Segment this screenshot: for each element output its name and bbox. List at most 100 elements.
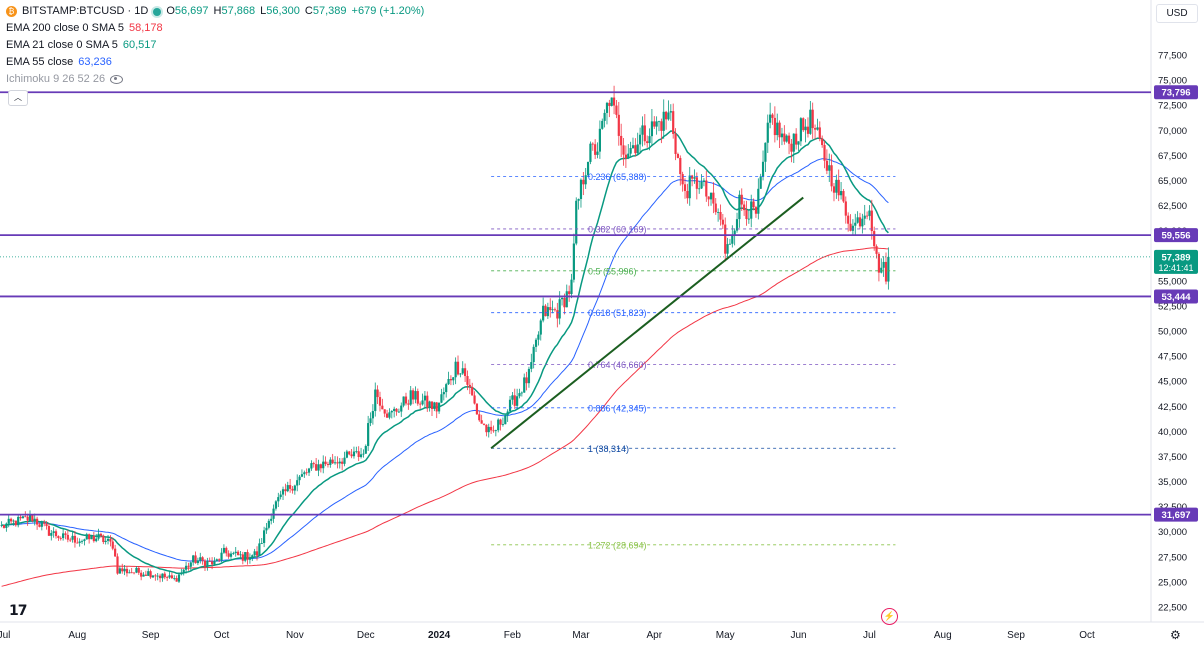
candle-body [702,180,706,182]
candle-body [414,391,417,400]
candle-body [274,501,278,509]
candle-body [182,569,185,573]
candle-body [740,194,743,205]
candle-body [799,118,802,142]
candle-body [19,516,22,519]
candle-body [180,572,183,575]
candle-body [303,472,306,475]
candle-body [783,133,786,142]
candle-body [475,403,479,415]
candle-body [227,553,230,557]
candle-body [636,144,639,154]
y-tick-label: 40,000 [1158,427,1187,438]
candle-body [447,379,450,385]
candle-body [433,402,436,409]
candle-body [196,560,199,564]
candle-body [161,573,164,579]
indicator-ema21[interactable]: EMA 21 close 0 SMA 5 60,517 [6,37,424,54]
gear-icon[interactable]: ⚙ [1170,628,1181,642]
candle-body [326,464,330,465]
candle-body [175,578,178,582]
candle-body [887,256,890,282]
candle-body [97,533,100,539]
candle-body [76,542,79,544]
collapse-legend-button[interactable]: ︿ [8,90,28,106]
candle-body [24,516,27,518]
y-tick-label: 32,500 [1158,502,1187,513]
indicator-ichimoku[interactable]: Ichimoku 9 26 52 26 [6,71,424,88]
candle-body [504,415,507,425]
level-price-tag [1154,228,1198,243]
candle-body [64,533,67,535]
candle-body [594,144,597,155]
candle-body [289,485,292,489]
candle-body [445,384,448,393]
candle-body [724,224,727,254]
x-tick-label: Apr [646,630,662,641]
candle-body [721,219,724,225]
candle-body [830,165,833,187]
candle-body [114,548,117,557]
candle-body [149,571,152,578]
candle-body [213,560,216,565]
candle-body [78,541,81,543]
candle-body [726,244,729,254]
eye-hidden-icon[interactable] [110,75,124,84]
candle-body [383,409,386,414]
candle-body [780,133,784,138]
candle-body [821,138,824,146]
candle-body [168,575,171,578]
candle-body [163,573,166,578]
candle-body [674,133,677,154]
candle-body [731,235,734,244]
candle-body [73,535,77,543]
candle-body [516,396,519,406]
candle-body [378,397,382,406]
candle-body [560,298,564,300]
candle-body [66,534,69,540]
indicator-ema200[interactable]: EMA 200 close 0 SMA 5 58,178 [6,20,424,37]
candle-body [461,368,464,374]
candle-body [601,120,604,129]
candle-body [317,464,320,471]
candle-body [759,176,762,189]
trendline[interactable] [490,196,804,450]
candle-body [858,217,862,227]
candle-body [513,395,516,406]
candle-body [90,535,93,540]
candle-body [57,536,60,538]
lightning-icon[interactable]: ⚡ [881,608,898,625]
candle-body [251,555,254,558]
candle-body [733,230,736,236]
indicator-ema55[interactable]: EMA 55 close 63,236 [6,54,424,71]
currency-selector[interactable]: USD [1156,4,1198,23]
candle-body [404,396,408,404]
x-tick-label: Jun [790,630,806,641]
candle-body [43,522,46,524]
x-tick-label: Oct [1079,630,1095,641]
candle-body [338,461,341,464]
candle-body [501,424,505,425]
candle-body [532,346,535,363]
candle-body [229,553,233,557]
candle-body [102,535,105,543]
candle-body [813,128,817,130]
candle-body [527,368,531,384]
level-price-tag [1154,85,1198,100]
candle-body [92,535,95,542]
tradingview-logo-icon[interactable]: 17 [9,603,28,619]
candle-body [617,114,620,136]
symbol-title[interactable]: BITSTAMP:BTCUSD · 1D [22,5,149,17]
candle-body [761,161,765,177]
candle-body [785,135,788,142]
candle-body [752,201,755,208]
candle-body [485,424,488,433]
candle-body [248,557,252,560]
candle-body [664,111,668,120]
candle-body [26,516,29,521]
chart-legend: ₿ BITSTAMP:BTCUSD · 1D O56,697 H57,868 L… [6,3,424,88]
candle-body [480,420,483,424]
candle-body [842,191,845,202]
candle-body [156,575,159,577]
